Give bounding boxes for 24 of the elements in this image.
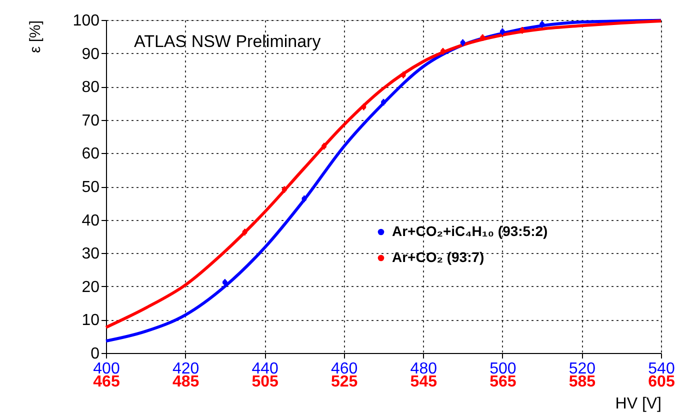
x2-tick-label: 585 (568, 374, 596, 390)
y-tick-label: 90 (82, 46, 100, 63)
y-tick-label: 20 (82, 278, 100, 296)
y-tick-label: 70 (82, 112, 100, 130)
annotation: ATLAS NSW Preliminary (134, 32, 322, 51)
x2-tick-label: 505 (252, 374, 279, 390)
x2-tick-label: 465 (93, 374, 120, 390)
legend-label: Ar+CO₂ (93:7) (392, 249, 484, 265)
x2-tick-label: 525 (331, 374, 358, 390)
y-tick-label: 0 (90, 346, 100, 362)
x2-tick-label: 485 (172, 374, 200, 390)
legend-label: Ar+CO₂+iC₄H₁₀ (93:5:2) (392, 223, 548, 239)
y-tick-label: 50 (82, 179, 100, 196)
y-tick-label: 80 (82, 79, 100, 96)
x-axis-title: HV [V] (615, 396, 662, 412)
y-tick-label: 30 (82, 246, 100, 263)
y-tick-label: 40 (82, 212, 100, 230)
x2-tick-label: 565 (490, 374, 516, 390)
x2-tick-label: 545 (410, 374, 438, 390)
y-tick-label: 100 (72, 12, 100, 30)
x2-tick-label: 605 (648, 374, 675, 390)
y-axis-title: ε [%] (26, 20, 44, 54)
y-tick-label: 10 (82, 312, 100, 330)
y-tick-label: 60 (82, 146, 100, 163)
